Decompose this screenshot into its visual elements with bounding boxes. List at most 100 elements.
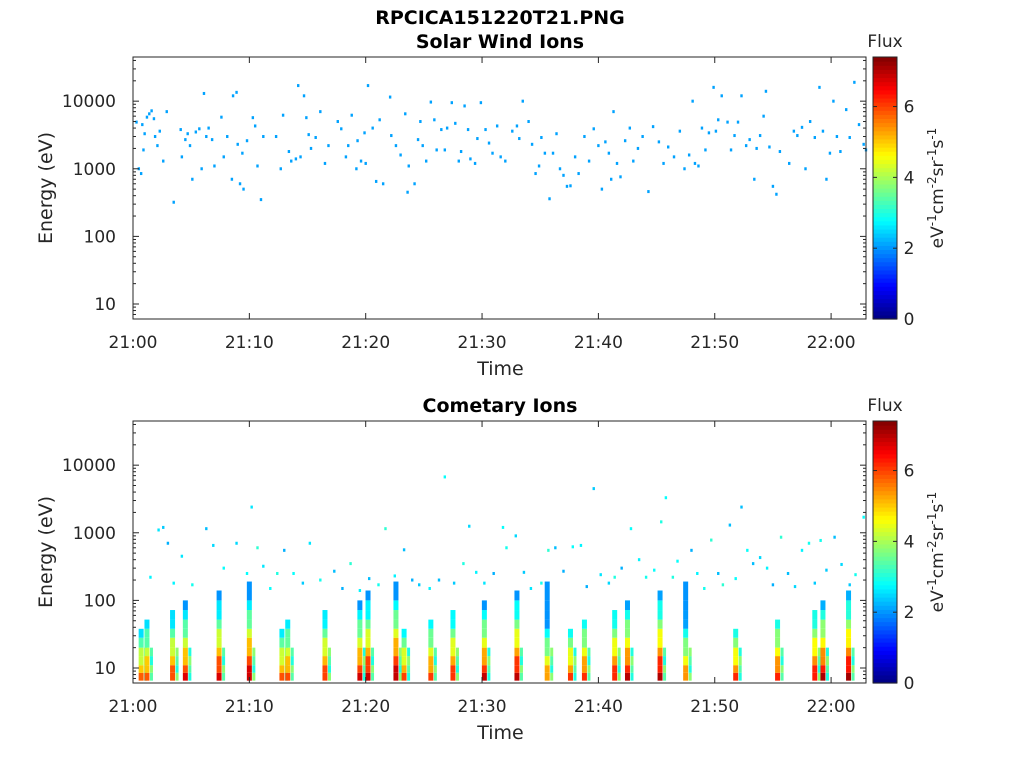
spectrogram-cell [216,619,222,629]
spectrogram-cell [630,656,634,666]
units-part: -1 [925,128,939,140]
data-point [459,150,463,154]
colorbar-cell [873,490,897,496]
spectrogram-cell [817,665,821,673]
colorbar-cell [873,539,897,545]
data-point [660,520,663,524]
spectrogram-cell [279,647,285,657]
spectrogram-cell [450,672,456,681]
spectrogram-cell [182,600,188,611]
spectrogram-cell [393,647,399,657]
spectrogram-cell [487,672,491,681]
colorbar-cell [873,134,897,140]
spectrogram-cell [290,672,294,681]
data-point [690,548,693,552]
spectrogram-column [393,581,402,681]
spectrogram-cell [246,665,252,673]
data-point [157,528,160,532]
spectrogram-cell [428,672,434,681]
data-point [592,487,595,491]
figure-title: RPCICA151220T21.PNG [375,7,625,29]
spectrogram-cell [519,656,523,666]
spectrogram-cell [544,581,550,591]
spectrogram-cell [820,656,826,666]
data-point [483,581,486,585]
spectrogram-cell [285,628,291,638]
spectrogram-cell [393,637,399,648]
units-part: cm [928,552,948,578]
data-point [341,586,344,590]
data-point [269,586,272,590]
data-point [305,116,308,120]
spectrogram-cell [738,647,742,657]
colorbar-cell [873,294,897,300]
spectrogram-cell [514,628,520,638]
spectrogram-cell [820,619,826,629]
colorbar-cell [873,429,897,434]
data-point [492,571,495,575]
spectrogram-cell [567,665,573,673]
spectrogram-cell [581,647,587,657]
colorbar-cell [873,642,897,647]
spectrogram-cell [398,672,402,681]
x-tick-label: 21:30 [458,697,507,717]
spectrogram-cell [612,665,618,673]
spectrogram-cell [365,628,371,638]
spectrogram-cell [817,647,821,657]
colorbar-cell [873,290,897,296]
spectrogram-cell [775,656,781,666]
spectrogram-cell [775,619,781,629]
spectrogram-cell [481,600,487,611]
data-point [726,120,729,124]
spectrogram-cell [812,628,818,638]
spectrogram-cell [775,637,781,648]
colorbar-cell [873,629,897,635]
spectrogram-cell [290,656,294,666]
spectrogram-cell [246,610,252,620]
colorbar-cell [873,453,897,459]
data-point [148,112,151,116]
spectrogram-cell [182,619,188,629]
spectrogram-cell [285,619,291,629]
data-point [604,140,607,144]
spectrogram-cell [279,672,285,681]
colorbar-cell [873,662,897,668]
colorbar-cell [873,470,897,475]
data-point [336,120,339,124]
colorbar-title: Flux [867,396,902,416]
spectrogram-cell [688,647,692,657]
spectrogram-cell [428,628,434,638]
spectrogram-cell [365,619,371,629]
spectrogram-cell [365,590,371,601]
colorbar-cell [873,196,897,201]
spectrogram-cell [733,656,739,666]
spectrogram-cell [357,619,363,629]
spectrogram-cell [851,656,855,666]
spectrogram-column [450,610,459,681]
spectrogram-cell [327,656,331,666]
spectrogram-cell [144,637,150,648]
data-point [235,90,238,94]
spectrogram-cell [812,672,818,681]
data-point [755,146,758,150]
spectrogram-column [246,581,256,681]
data-point [139,172,143,176]
spectrogram-cell [683,628,689,638]
spectrogram-cell [733,672,739,681]
data-point [862,515,865,519]
spectrogram-cell [587,672,591,681]
data-point [363,131,366,135]
spectrogram-cell [567,628,573,638]
data-point [377,583,380,587]
spectrogram-cell [138,637,144,648]
spectrogram-cell [846,600,852,611]
colorbar-cell [873,183,897,189]
spectrogram-cell [544,628,550,638]
data-point [220,115,223,119]
colorbar-cell [873,658,897,664]
data-point [530,142,534,146]
spectrogram-column [657,590,667,681]
y-tick-label: 100 [84,591,116,611]
colorbar-cell [873,179,897,185]
spectrogram-cell [393,665,399,673]
